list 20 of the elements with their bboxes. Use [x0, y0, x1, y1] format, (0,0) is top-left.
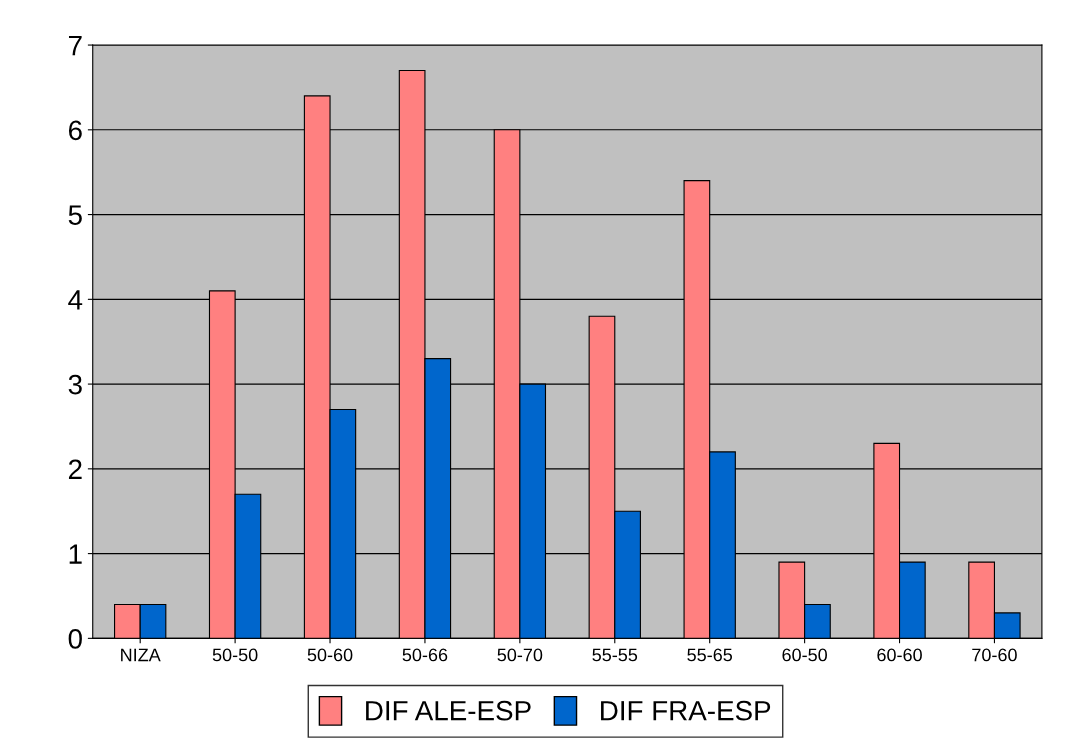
y-tick-label: 2 [68, 459, 82, 479]
x-tick-label: 55-55 [592, 648, 638, 662]
y-tick-label: 4 [68, 290, 83, 310]
y-tick-label: 6 [68, 120, 82, 141]
y-tick-label: 7 [68, 36, 82, 56]
legend-label: DIF FRA-ESP [601, 700, 771, 721]
x-tick-label: 70-60 [972, 648, 1017, 662]
x-tick-label: 50-66 [402, 648, 448, 662]
x-tick-label: 50-60 [307, 648, 353, 662]
y-tick-label: 1 [69, 544, 82, 564]
x-tick-label: 50-50 [212, 648, 258, 662]
x-tick-label: 60-50 [782, 648, 827, 662]
x-tick-label: 60-60 [877, 648, 922, 662]
x-tick-label: 50-70 [497, 648, 543, 662]
y-tick-label: 5 [68, 205, 82, 225]
legend-label: DIF ALE-ESP [366, 700, 531, 721]
y-tick-label: 3 [68, 374, 82, 395]
x-tick-label: 55-65 [687, 648, 733, 662]
y-tick-label: 0 [68, 629, 82, 649]
x-tick-label: NIZA [121, 648, 161, 662]
